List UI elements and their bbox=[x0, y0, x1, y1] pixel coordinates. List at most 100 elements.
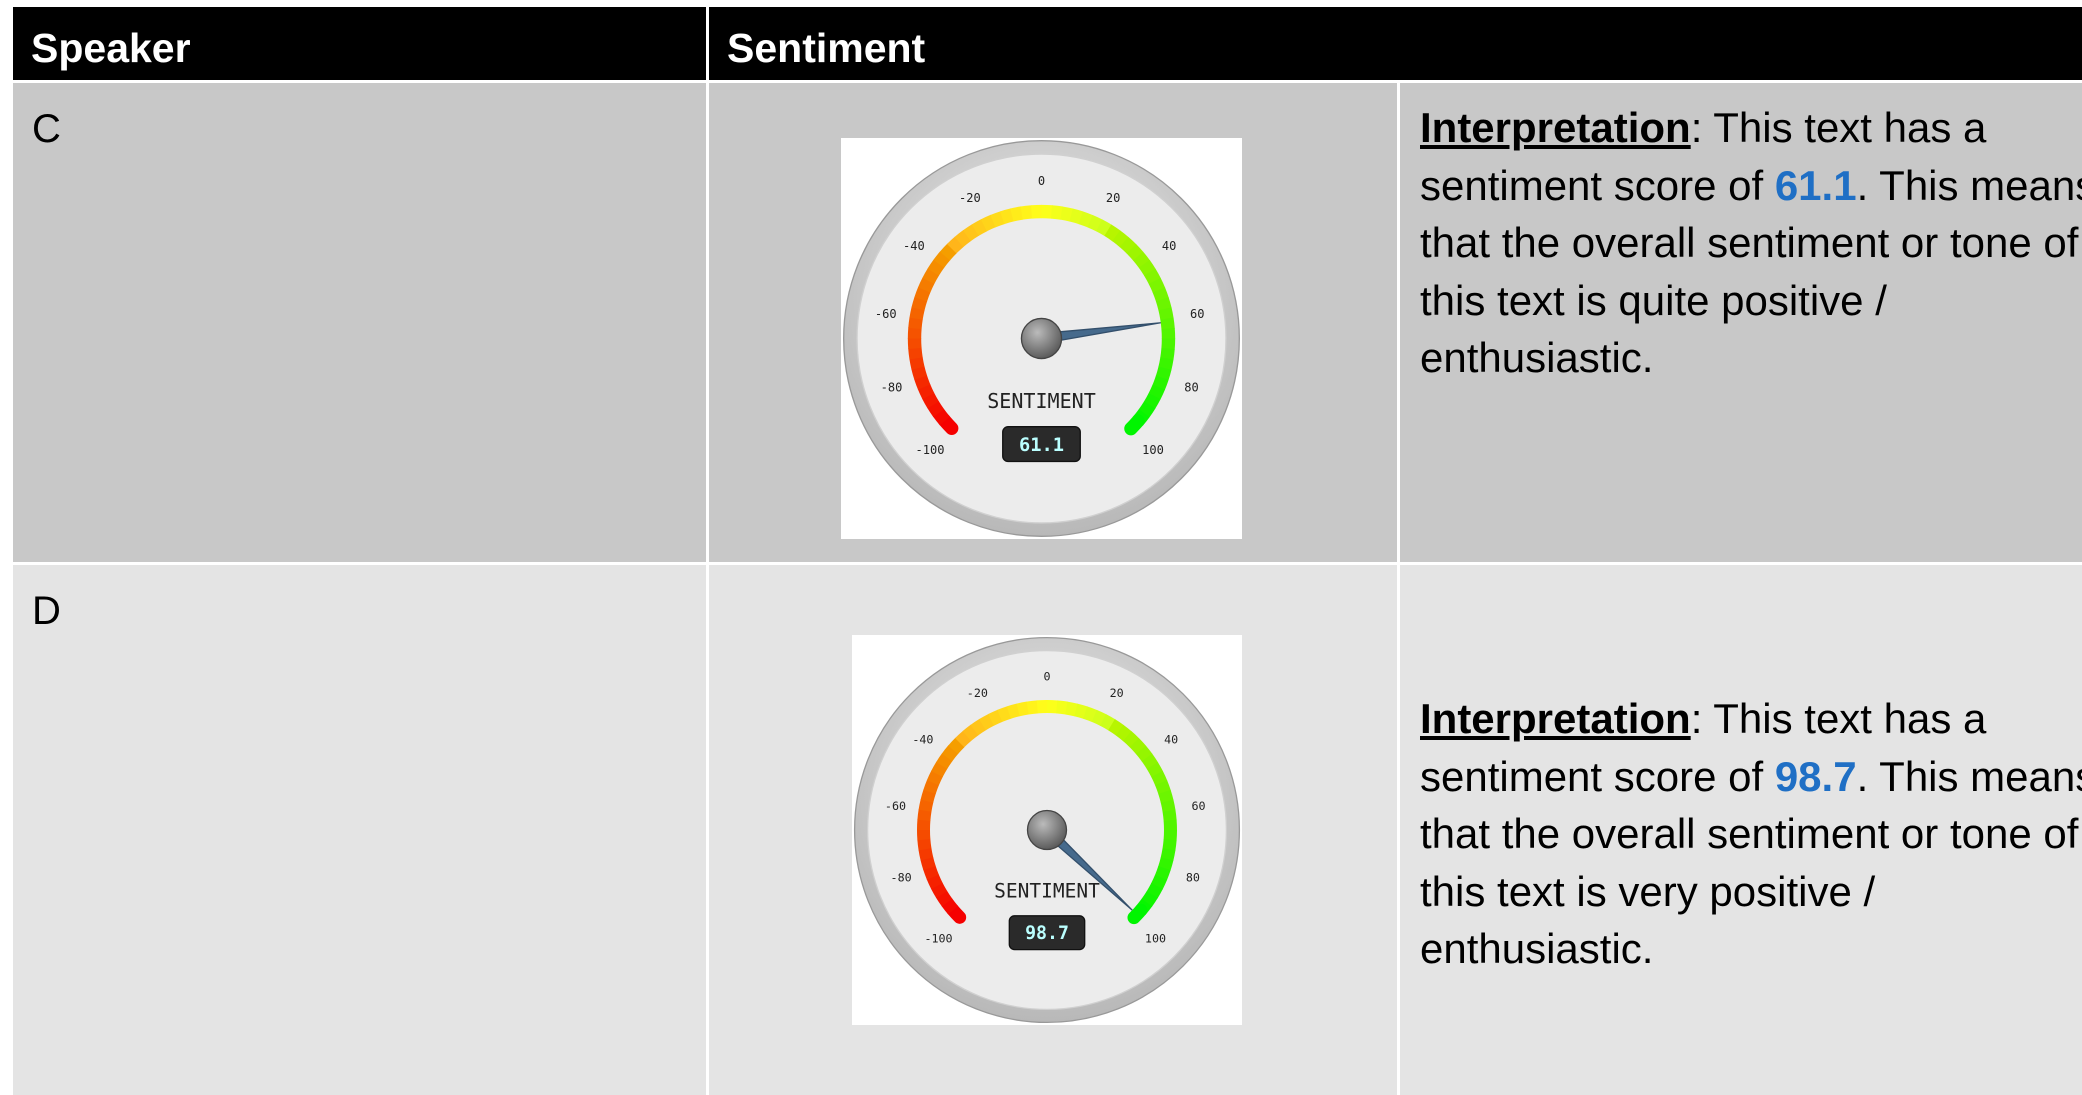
gauge-arc bbox=[1159, 378, 1163, 388]
gauge-tick-label: 100 bbox=[1142, 443, 1164, 457]
gauge-arc bbox=[1161, 868, 1165, 878]
gauge-arc bbox=[941, 894, 947, 902]
gauge-arc bbox=[933, 774, 937, 783]
gauge-arc bbox=[1154, 387, 1158, 396]
gauge-arc bbox=[953, 910, 960, 917]
gauge-tick-label: 60 bbox=[1190, 307, 1204, 321]
header-cell: Speaker bbox=[13, 7, 706, 80]
gauge-arc bbox=[1081, 218, 1091, 222]
gauge-arc bbox=[1124, 242, 1132, 249]
gauge-arc bbox=[1071, 215, 1081, 218]
gauge-arc bbox=[1112, 725, 1120, 731]
gauge-arc bbox=[1061, 213, 1071, 215]
gauge-arc bbox=[945, 421, 952, 429]
gauge-arc bbox=[1161, 783, 1165, 793]
gauge-tick-label: -20 bbox=[967, 686, 988, 700]
gauge-arc bbox=[1165, 309, 1167, 319]
gauge-arc bbox=[1169, 811, 1170, 821]
gauge-arc bbox=[1157, 774, 1161, 783]
gauge-arc bbox=[1152, 886, 1157, 895]
gauge-tick-label: 80 bbox=[1186, 870, 1200, 884]
gauge-arc bbox=[1051, 212, 1061, 213]
gauge-arc bbox=[937, 765, 942, 774]
header-text: Speaker bbox=[31, 25, 191, 71]
gauge-arc bbox=[975, 225, 984, 230]
gauge-arc bbox=[1127, 736, 1134, 743]
speaker-cell: C bbox=[13, 83, 706, 562]
score: 61.1 bbox=[1775, 162, 1857, 209]
gauge-tick-label: 0 bbox=[1043, 670, 1050, 684]
needle-hub bbox=[1028, 811, 1067, 850]
gauge-arc bbox=[1164, 792, 1167, 802]
gauge-arc bbox=[916, 358, 918, 368]
gauge-arc bbox=[918, 368, 921, 378]
header-cell: Sentiment bbox=[709, 7, 2082, 80]
gauge-arc bbox=[1022, 212, 1032, 213]
gauge-arc bbox=[1144, 405, 1150, 414]
gauge-arc bbox=[991, 716, 1000, 720]
gauge-arc bbox=[1144, 264, 1150, 273]
gauge-arc bbox=[925, 801, 927, 811]
gauge-arc bbox=[1169, 840, 1170, 850]
gauge-arc bbox=[1018, 708, 1028, 710]
gauge-tick-label: 20 bbox=[1106, 191, 1120, 205]
gauge-arc bbox=[1150, 272, 1155, 281]
interpretation-lead: Interpretation bbox=[1420, 104, 1691, 151]
gauge-arc bbox=[924, 839, 925, 849]
page: Speaker Sentiment C D -100-80-60-40-2002… bbox=[0, 0, 2082, 1095]
gauge-arc bbox=[928, 272, 933, 281]
gauge-arc bbox=[953, 742, 960, 749]
gauge-arc bbox=[916, 308, 918, 318]
gauge-arc bbox=[933, 877, 937, 886]
gauge-arc bbox=[1057, 707, 1067, 708]
gauge-arc bbox=[947, 902, 953, 910]
gauge-arc bbox=[924, 280, 928, 289]
gauge-arc bbox=[967, 730, 975, 736]
gauge-arc bbox=[1131, 249, 1138, 257]
gauge-arc bbox=[1167, 849, 1169, 859]
gauge-arc bbox=[1155, 281, 1159, 291]
gauge-arc bbox=[921, 377, 925, 387]
gauge-arc bbox=[1076, 710, 1086, 713]
gauge-tick-label: -60 bbox=[875, 307, 897, 321]
header-text: Sentiment bbox=[727, 25, 925, 71]
needle-hub bbox=[1021, 318, 1061, 358]
gauge-arc bbox=[925, 849, 927, 859]
gauge-arc bbox=[937, 886, 942, 895]
speaker: C bbox=[32, 107, 61, 151]
gauge-label: SENTIMENT bbox=[994, 880, 1100, 903]
gauge-arc bbox=[947, 749, 953, 757]
gauge-tick-label: 0 bbox=[1038, 174, 1045, 188]
gauge-arc bbox=[1147, 895, 1153, 903]
gauge-arc bbox=[1120, 730, 1128, 736]
gauge-arc bbox=[915, 318, 916, 328]
gauge-arc bbox=[952, 242, 960, 249]
gauge-arc bbox=[1167, 319, 1168, 329]
gauge-arc bbox=[929, 868, 933, 878]
gauge-arc bbox=[1152, 765, 1157, 774]
gauge-arc bbox=[927, 858, 930, 868]
gauge-tick-label: -60 bbox=[885, 799, 906, 813]
gauge-arc bbox=[982, 720, 991, 725]
gauge-arc bbox=[924, 387, 928, 397]
gauge-arc bbox=[1134, 910, 1141, 917]
value-label: 61.1 bbox=[1019, 435, 1064, 456]
gauge-tick-label: -40 bbox=[912, 733, 933, 747]
gauge-arc bbox=[933, 263, 939, 272]
gauge-arc bbox=[1094, 716, 1103, 720]
gauge-arc bbox=[1147, 757, 1153, 765]
gauge-arc bbox=[921, 289, 925, 299]
gauge-tick-label: -40 bbox=[903, 239, 925, 253]
gauge-arc bbox=[1066, 708, 1076, 710]
gauge-tick-label: 80 bbox=[1184, 380, 1198, 394]
gauge-arc bbox=[924, 810, 925, 820]
gauge-tick-label: 100 bbox=[1145, 931, 1166, 945]
speaker: D bbox=[32, 589, 61, 633]
gauge-arc bbox=[959, 235, 967, 241]
gauge-arc bbox=[927, 791, 930, 801]
gauge-arc bbox=[993, 218, 1003, 222]
gauge-arc bbox=[1099, 225, 1108, 230]
gauge-arc bbox=[1164, 859, 1167, 869]
gauge-arc bbox=[960, 736, 967, 743]
